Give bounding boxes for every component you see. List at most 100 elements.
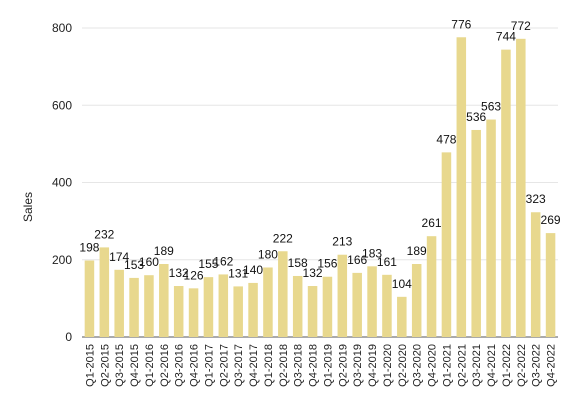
data-label: 153: [124, 258, 144, 272]
data-label: 478: [436, 132, 456, 146]
bar: [144, 275, 154, 337]
x-tick-label: Q4-2021: [486, 344, 498, 387]
data-label: 222: [273, 231, 293, 245]
bar: [411, 263, 422, 337]
bar: [307, 286, 318, 337]
x-tick-label: Q3-2020: [412, 344, 424, 387]
data-label: 166: [347, 253, 367, 267]
x-tick-label: Q3-2017: [233, 344, 245, 387]
bar: [367, 266, 377, 337]
bar: [337, 254, 348, 337]
data-label: 140: [243, 263, 263, 277]
data-label: 261: [422, 216, 442, 230]
x-tick-label: Q1-2022: [501, 344, 513, 387]
y-tick-label: 200: [52, 253, 72, 267]
x-axis-ticks: Q1-2015 Q2-2015 Q3-2015 Q4-2015 Q1-2016 Q2-20…: [84, 344, 557, 387]
bar: [530, 212, 541, 337]
y-tick-label: 0: [65, 330, 72, 344]
x-tick-label: Q1-2019: [322, 344, 334, 387]
bar: [159, 263, 169, 337]
data-label: 132: [169, 266, 189, 280]
y-tick-label: 600: [52, 98, 72, 112]
x-tick-label: Q2-2021: [456, 344, 468, 387]
data-label: 156: [317, 257, 337, 271]
bar: [203, 277, 214, 337]
x-tick-label: Q1-2016: [144, 344, 156, 387]
data-label: 158: [288, 256, 308, 270]
bar: [441, 152, 452, 337]
data-label: 536: [466, 110, 486, 124]
y-axis-label: Sales: [21, 192, 35, 222]
data-label: 232: [94, 227, 114, 241]
data-label: 189: [407, 244, 427, 258]
data-label: 174: [109, 250, 129, 264]
bar: [471, 129, 481, 337]
bar: [397, 296, 407, 337]
x-tick-label: Q2-2019: [337, 344, 349, 387]
data-label: 744: [496, 30, 516, 44]
data-label: 162: [213, 254, 233, 268]
bar: [233, 286, 243, 337]
x-tick-label: Q1-2017: [203, 344, 215, 387]
bar: [516, 38, 526, 337]
data-label: 132: [303, 266, 323, 280]
x-tick-label: Q4-2017: [248, 344, 260, 387]
data-label: 180: [258, 247, 278, 261]
data-label: 161: [377, 255, 397, 269]
bar: [426, 236, 437, 337]
bar: [501, 49, 511, 337]
x-tick-label: Q4-2022: [546, 344, 558, 387]
x-tick-label: Q3-2015: [114, 344, 126, 387]
x-tick-label: Q1-2020: [382, 344, 394, 387]
data-label: 772: [511, 19, 531, 33]
x-tick-label: Q3-2016: [174, 344, 186, 387]
x-tick-label: Q2-2016: [159, 344, 171, 387]
bar: [456, 37, 467, 338]
bar: [352, 272, 362, 337]
x-tick-label: Q4-2019: [367, 344, 379, 387]
bar: [292, 275, 303, 337]
x-tick-label: Q3-2021: [471, 344, 483, 387]
x-tick-label: Q1-2018: [263, 344, 275, 387]
x-tick-label: Q4-2020: [427, 344, 439, 387]
data-label: 563: [481, 100, 501, 114]
bar: [218, 274, 229, 337]
data-label: 776: [451, 17, 471, 31]
bar: [382, 274, 392, 337]
bar: [114, 269, 124, 337]
x-tick-label: Q3-2019: [352, 344, 364, 387]
data-label: 160: [139, 255, 159, 269]
bar: [99, 247, 110, 337]
x-tick-label: Q4-2018: [308, 344, 320, 387]
bar: [129, 277, 139, 337]
bar: [188, 288, 199, 337]
data-labels: 1982321741531601891321261551621311401802…: [79, 17, 560, 291]
x-tick-label: Q4-2016: [189, 344, 201, 387]
data-label: 155: [198, 257, 218, 271]
bar: [263, 267, 273, 337]
x-tick-label: Q2-2020: [397, 344, 409, 387]
x-tick-label: Q2-2017: [218, 344, 230, 387]
bar: [278, 251, 288, 337]
y-tick-label: 400: [52, 176, 72, 190]
data-label: 183: [362, 246, 382, 260]
bar: [173, 286, 184, 337]
data-label: 104: [392, 277, 412, 291]
bar: [84, 260, 95, 337]
bars: [84, 37, 556, 338]
data-label: 323: [526, 192, 546, 206]
x-tick-label: Q2-2022: [516, 344, 528, 387]
x-tick-label: Q3-2022: [531, 344, 543, 387]
data-label: 126: [184, 268, 204, 282]
bar: [486, 119, 496, 337]
x-tick-label: Q2-2018: [278, 344, 290, 387]
bar: [545, 233, 556, 337]
x-tick-label: Q3-2018: [293, 344, 305, 387]
data-label: 213: [332, 235, 352, 249]
bar: [248, 282, 258, 337]
data-label: 198: [79, 241, 99, 255]
x-tick-label: Q1-2015: [84, 344, 96, 387]
x-tick-label: Q2-2015: [99, 344, 111, 387]
